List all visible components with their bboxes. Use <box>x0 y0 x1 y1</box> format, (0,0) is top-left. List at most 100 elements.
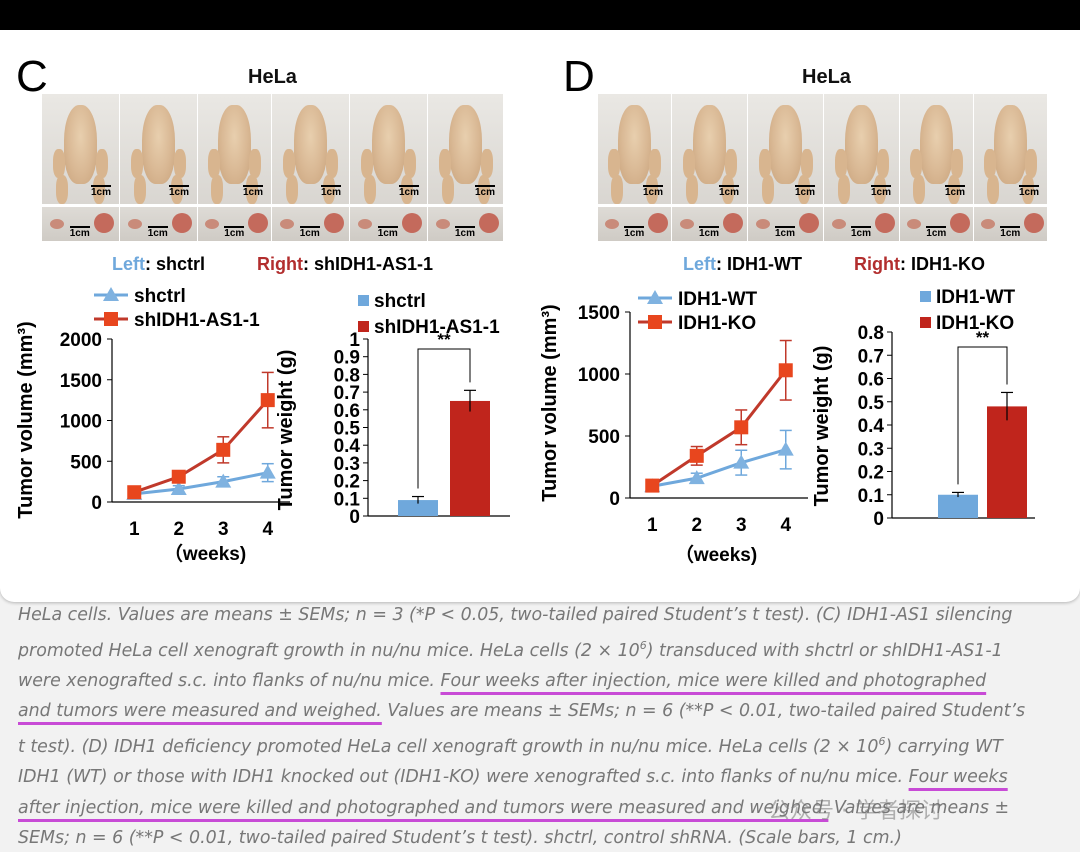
caption-line: promoted HeLa cell xenograft growth in n… <box>18 631 1068 666</box>
mouse-leg <box>873 175 886 204</box>
panel-d-left-value: : IDH1-WT <box>716 254 802 274</box>
mouse-photo: 1cm <box>824 94 900 204</box>
y-tick-label: 0.6 <box>334 401 360 422</box>
bar <box>450 400 490 516</box>
y-tick-label: 2000 <box>60 330 102 351</box>
tumor-left <box>357 218 372 229</box>
y-tick-label: 0.5 <box>858 393 885 414</box>
significance-bracket <box>417 348 471 489</box>
mouse-body <box>994 105 1027 185</box>
tumor-photo: 1cm <box>272 207 350 241</box>
legend-label: shIDH1-AS1-1 <box>374 317 500 338</box>
scale-bar-label: 1cm <box>944 185 966 198</box>
mouse-leg <box>438 149 451 178</box>
tumor-left <box>205 218 220 229</box>
mouse-leg <box>608 149 620 178</box>
data-point-square <box>260 393 275 408</box>
caption-text: Values are means ± <box>828 797 1010 818</box>
tumor-left <box>279 218 294 229</box>
y-tick-label: 0.2 <box>334 472 360 493</box>
x-tick-label: 2 <box>173 519 184 540</box>
y-tick-label: 1 <box>349 330 360 351</box>
mouse-body <box>449 105 482 185</box>
y-tick-label: 0.3 <box>334 454 360 475</box>
tumor-right <box>1023 213 1044 234</box>
tumor-left <box>605 218 620 229</box>
legend-marker <box>647 290 663 304</box>
y-axis-label: Tumor weight (g) <box>275 350 297 511</box>
data-point-triangle <box>215 473 232 488</box>
significance-label: ** <box>437 330 451 349</box>
y-tick-label: 1500 <box>60 371 102 392</box>
x-tick-label: 4 <box>262 519 273 540</box>
mouse-leg <box>649 149 661 178</box>
y-tick-label: 0.9 <box>334 348 360 369</box>
y-tick-label: 500 <box>70 452 102 473</box>
panel-c-left-word: Left <box>112 254 145 274</box>
scale-bar-label: 1cm <box>168 185 190 198</box>
mouse-photo: 1cm <box>974 94 1048 204</box>
legend-label: shctrl <box>374 291 426 312</box>
y-tick-label: 0.1 <box>858 486 885 507</box>
data-point-triangle <box>688 470 705 485</box>
panel-d-letter: D <box>563 52 595 101</box>
mouse-body <box>293 105 328 185</box>
mouse-leg <box>441 175 454 204</box>
caption-superscript: 6 <box>878 734 886 748</box>
mouse-leg <box>170 175 184 204</box>
mouse-leg <box>646 175 658 204</box>
significance-label: ** <box>976 328 990 347</box>
scale-bar-label: 1cm <box>320 185 342 198</box>
scale-bar-label: 1cm <box>870 185 892 198</box>
mouse-photo: 1cm <box>672 94 748 204</box>
mouse-leg <box>95 149 109 178</box>
scale-bar-label: 1cm <box>377 226 398 239</box>
caption-text: HeLa cells. Values are means ± SEMs; n =… <box>18 605 1013 625</box>
caption-highlight: Four weeks after injection, mice were ki… <box>440 670 987 691</box>
tumor-left <box>755 218 770 229</box>
scale-bar-label: 1cm <box>299 226 320 239</box>
y-tick-label: 1000 <box>578 365 620 386</box>
data-point-triangle <box>777 441 794 456</box>
caption-line: SEMs; n = 6 (**P < 0.01, two-tailed pair… <box>18 823 1068 852</box>
tumor-right <box>324 213 345 234</box>
tumor-photo: 1cm <box>900 207 974 241</box>
mouse-leg <box>611 175 623 204</box>
mouse-leg <box>721 175 734 204</box>
caption-superscript: 6 <box>639 638 647 652</box>
mouse-photo: 1cm <box>748 94 824 204</box>
mouse-leg <box>682 149 695 178</box>
mouse-leg <box>92 175 106 204</box>
panel-c-left-value: : shctrl <box>145 254 206 274</box>
mouse-body <box>618 105 651 185</box>
tumor-right <box>799 213 819 234</box>
mouse-leg <box>761 175 774 204</box>
panel-d-right-value: : IDH1-KO <box>900 254 985 274</box>
mouse-leg <box>208 149 220 178</box>
x-tick-label: 1 <box>129 519 140 540</box>
tumor-right <box>479 213 499 234</box>
tumor-photo: 1cm <box>974 207 1048 241</box>
mouse-leg <box>325 149 339 178</box>
mouse-leg <box>948 175 960 204</box>
mouse-leg <box>837 175 850 204</box>
legend-swatch <box>358 295 369 306</box>
scale-bar-label: 1cm <box>926 226 947 239</box>
mouse-body <box>218 105 251 185</box>
mouse-leg <box>133 175 147 204</box>
mouse-leg <box>403 149 417 178</box>
panel-c-legend-line: Left: shctrl Right: shIDH1-AS1-1 <box>112 254 433 275</box>
tumor-left <box>435 218 450 229</box>
mouse-leg <box>400 175 414 204</box>
scale-bar-label: 1cm <box>147 226 168 239</box>
mouse-photo: 1cm <box>42 94 120 204</box>
caption-text: SEMs; n = 6 (**P < 0.01, two-tailed pair… <box>18 828 902 849</box>
panel-c-letter: C <box>16 52 48 101</box>
scale-bar-label: 1cm <box>1000 226 1021 239</box>
mouse-photo: 1cm <box>198 94 272 204</box>
caption-text: Values are means ± SEMs; n = 6 (**P < 0.… <box>381 701 1026 722</box>
tumor-photo: 1cm <box>350 207 428 241</box>
x-tick-label: 3 <box>736 515 747 536</box>
mouse-body <box>769 105 802 185</box>
